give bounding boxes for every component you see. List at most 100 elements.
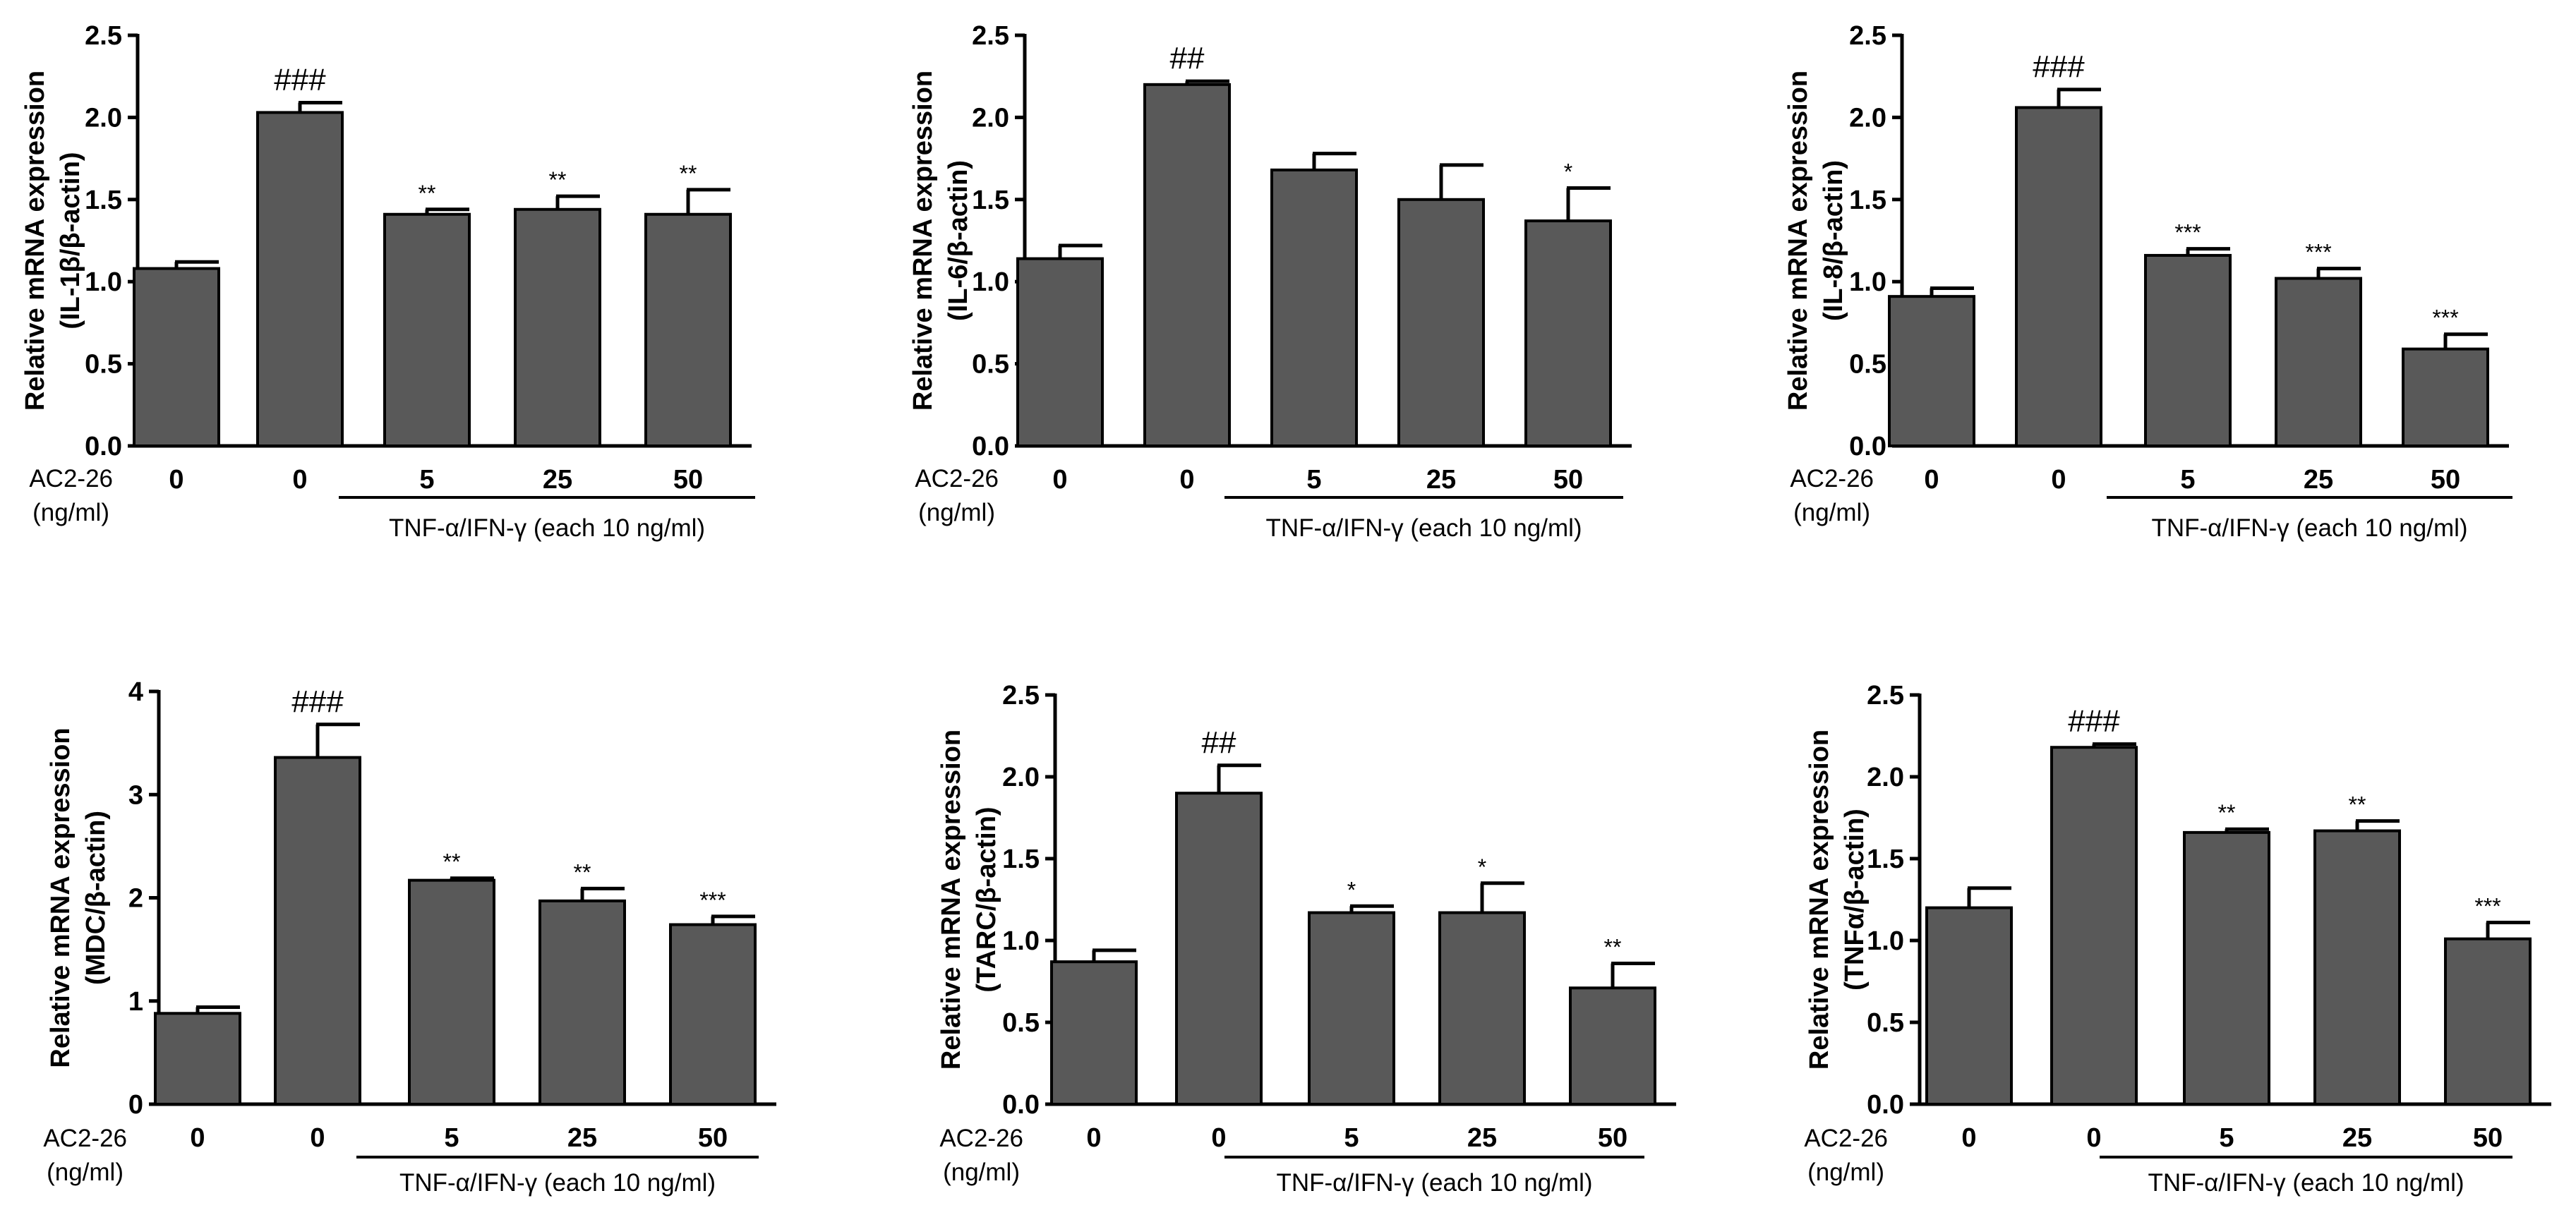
bar <box>2402 347 2489 448</box>
x-category-label: 25 <box>2342 1123 2372 1153</box>
significance-star-label: *** <box>2305 240 2331 265</box>
x-category-label: 50 <box>673 465 703 495</box>
y-tick-label: 2.5 <box>1002 681 1040 710</box>
bar <box>1175 792 1263 1106</box>
y-axis-label: Relative mRNA expression <box>1783 71 1813 411</box>
bar <box>1397 198 1485 447</box>
significance-hash-label: ### <box>274 62 326 97</box>
y-tick-label: 0.5 <box>1849 350 1886 380</box>
x-category-label: 0 <box>169 465 183 495</box>
y-tick-label: 1.0 <box>1002 926 1040 956</box>
bar <box>514 207 601 447</box>
y-tick-label: 2.5 <box>85 21 122 51</box>
x-category-label: 50 <box>2431 465 2460 495</box>
ac2-26-unit-label: (ng/ml) <box>32 499 109 526</box>
x-category-label: 25 <box>543 465 572 495</box>
y-axis-label-units: (MDC/β-actin) <box>81 811 111 985</box>
y-tick-label: 2.5 <box>972 21 1009 51</box>
x-category-label: 0 <box>190 1123 205 1153</box>
x-category-label: 0 <box>2051 465 2066 495</box>
x-category-label: 0 <box>1924 465 1939 495</box>
significance-star-label: * <box>1478 854 1486 880</box>
treatment-label: TNF-α/IFN-γ (each 10 ng/ml) <box>1265 514 1582 542</box>
bar <box>1050 960 1138 1106</box>
ac2-26-unit-label: (ng/ml) <box>47 1159 124 1186</box>
y-tick-label: 0.0 <box>1849 432 1886 461</box>
y-tick-label: 0.5 <box>1867 1008 1904 1038</box>
y-axis-label: Relative mRNA expression <box>20 71 50 411</box>
y-tick-label: 1.5 <box>972 186 1009 215</box>
bar <box>274 756 361 1106</box>
x-category-label: 50 <box>2473 1123 2503 1153</box>
x-category-label: 5 <box>2180 465 2195 495</box>
bar <box>2015 106 2102 447</box>
x-category-label: 50 <box>1598 1123 1627 1153</box>
ac2-26-unit-label: (ng/ml) <box>918 499 995 526</box>
significance-star-label: ** <box>2218 800 2236 825</box>
y-axis-label-units: (TARC/β-actin) <box>972 806 1001 992</box>
x-category-label: 25 <box>1467 1123 1497 1153</box>
x-category-label: 0 <box>1211 1123 1226 1153</box>
bar <box>2144 253 2232 447</box>
y-axis-label: Relative mRNA expression <box>937 730 966 1070</box>
y-tick-label: 4 <box>128 677 143 707</box>
chart-panel-il6: 0.0 0.5 1.0 1.5 2.0 2.5 Relative mRNA expressi… <box>908 21 1632 542</box>
significance-star-label: ** <box>574 859 591 885</box>
bar <box>2183 830 2270 1106</box>
bar <box>2050 746 2138 1106</box>
y-tick-label: 0 <box>128 1090 143 1120</box>
y-tick-label: 2.0 <box>85 103 122 133</box>
y-tick-label: 2.5 <box>1849 21 1886 51</box>
ac2-26-label: AC2-26 <box>29 465 113 492</box>
significance-hash-label: ## <box>1202 725 1236 760</box>
x-category-label: 50 <box>1553 465 1583 495</box>
x-category-label: 0 <box>2086 1123 2101 1153</box>
x-category-label: 0 <box>292 465 307 495</box>
y-tick-label: 0.0 <box>85 432 122 461</box>
y-tick-label: 1.0 <box>1867 926 1904 956</box>
bar <box>644 212 732 447</box>
x-category-label: 0 <box>1179 465 1194 495</box>
bar <box>2275 277 2362 447</box>
bar <box>133 267 220 447</box>
y-tick-label: 1.0 <box>1849 267 1886 297</box>
x-category-label: 50 <box>698 1123 728 1153</box>
x-category-label: 5 <box>444 1123 459 1153</box>
x-category-label: 0 <box>1052 465 1067 495</box>
significance-star-label: ** <box>680 161 697 186</box>
y-axis-label: Relative mRNA expression <box>908 71 938 411</box>
y-tick-label: 3 <box>128 780 143 810</box>
x-category-label: 5 <box>1344 1123 1359 1153</box>
significance-hash-label: ### <box>2033 49 2085 84</box>
y-tick-label: 2 <box>128 884 143 914</box>
bar <box>1308 911 1395 1106</box>
bar <box>1143 83 1231 447</box>
chart-panel-tarc: 0.0 0.5 1.0 1.5 2.0 2.5 Relative mRNA expressi… <box>937 681 1676 1197</box>
significance-star-label: ** <box>549 167 567 193</box>
bar <box>1888 295 1975 448</box>
bar <box>408 878 495 1106</box>
significance-star-label: ** <box>419 181 436 206</box>
significance-star-label: *** <box>699 888 726 913</box>
significance-star-label: ** <box>443 849 461 875</box>
y-tick-label: 1.5 <box>85 186 122 215</box>
bar <box>154 1012 241 1106</box>
treatment-label: TNF-α/IFN-γ (each 10 ng/ml) <box>2148 1169 2464 1197</box>
bar <box>383 212 471 447</box>
x-category-label: 25 <box>567 1123 597 1153</box>
y-tick-label: 0.0 <box>1867 1090 1904 1120</box>
y-axis-label: Relative mRNA expression <box>1805 730 1834 1070</box>
chart-panel-mdc: 0 1 2 3 4 Relative mRNA expression (MDC/β-acti… <box>43 677 776 1197</box>
bar <box>1438 911 1526 1106</box>
y-tick-label: 1.0 <box>972 267 1009 297</box>
bar <box>2444 937 2532 1106</box>
x-category-label: 0 <box>310 1123 325 1153</box>
y-tick-label: 2.0 <box>972 103 1009 133</box>
chart-panel-tnfa: 0.0 0.5 1.0 1.5 2.0 2.5 Relative mRNA expressi… <box>1804 681 2551 1197</box>
bar <box>669 923 757 1106</box>
significance-hash-label: ## <box>1170 41 1205 75</box>
y-tick-label: 1.0 <box>85 267 122 297</box>
treatment-label: TNF-α/IFN-γ (each 10 ng/ml) <box>1276 1169 1592 1197</box>
bar <box>1270 168 1358 447</box>
